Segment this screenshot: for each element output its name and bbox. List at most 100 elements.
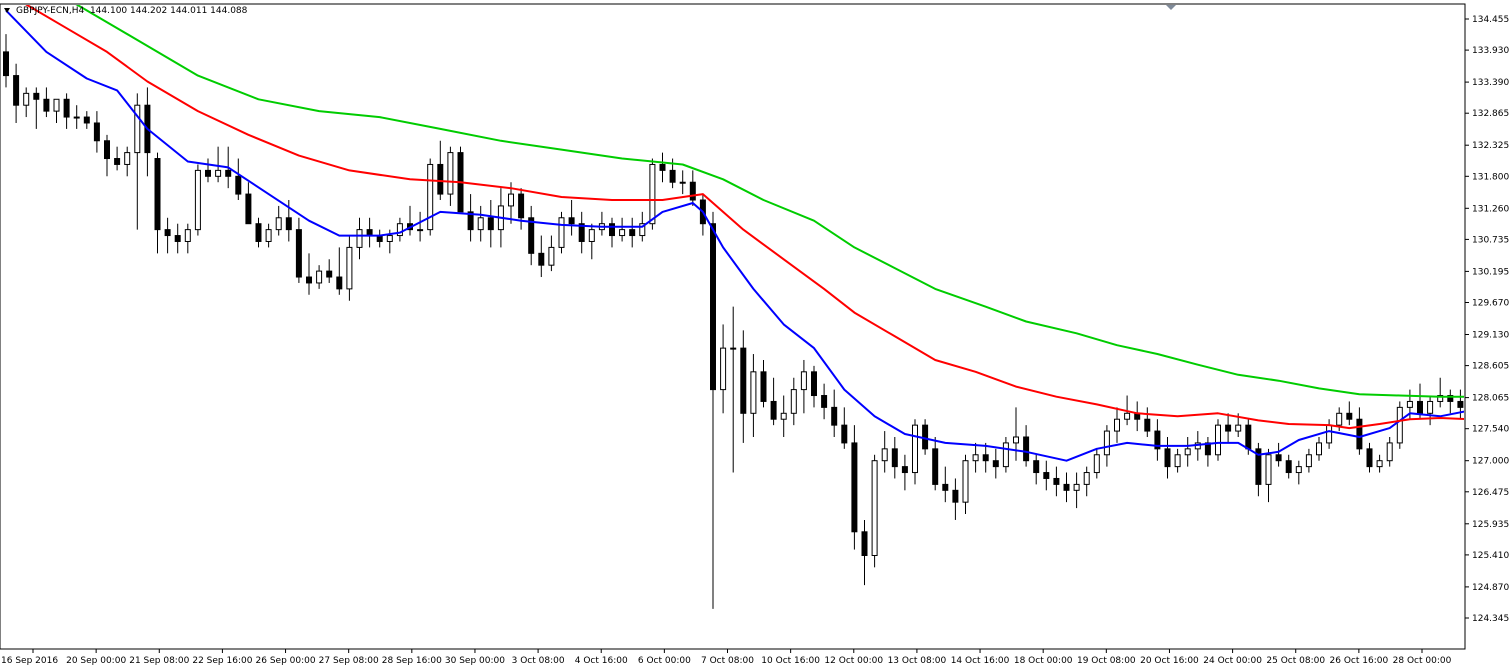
candle-body xyxy=(851,442,858,533)
candle xyxy=(1043,460,1050,491)
candle-body xyxy=(427,163,434,231)
candle xyxy=(356,217,363,260)
candle-body xyxy=(609,223,615,237)
candle xyxy=(881,431,888,473)
candle-body xyxy=(114,158,121,165)
chart-menu-arrow-icon[interactable] xyxy=(4,8,10,13)
candle xyxy=(316,265,323,289)
candle-body xyxy=(922,424,929,450)
candle-body xyxy=(790,389,797,414)
candle-body xyxy=(1184,448,1191,456)
ma-slow-line xyxy=(75,5,1464,398)
candle-body xyxy=(891,448,898,468)
ma-mid-line xyxy=(25,5,1464,430)
candle-body xyxy=(245,193,252,225)
candle xyxy=(104,134,110,177)
candle-body xyxy=(821,395,828,408)
time-tick-label: 20 Sep 00:00 xyxy=(66,656,126,666)
candle-body xyxy=(467,211,474,231)
candle-body xyxy=(800,371,807,391)
candle-body xyxy=(134,104,141,154)
price-tick-label: 129.670 xyxy=(1472,299,1509,309)
candle-body xyxy=(346,246,353,290)
candle xyxy=(1225,413,1232,443)
time-tick-label: 4 Oct 16:00 xyxy=(575,656,628,666)
candle xyxy=(689,170,696,206)
price-tick-label: 125.410 xyxy=(1472,551,1509,561)
candle xyxy=(255,217,262,248)
candle xyxy=(63,93,70,129)
candle-body xyxy=(164,229,171,237)
candle xyxy=(457,146,464,213)
candle xyxy=(1215,419,1221,461)
candle xyxy=(1053,466,1060,497)
candle xyxy=(871,454,878,568)
candle xyxy=(194,164,201,236)
candle-body xyxy=(1114,418,1120,432)
price-tick-label: 132.865 xyxy=(1472,109,1509,119)
candle-body xyxy=(1043,472,1050,479)
candle xyxy=(164,217,171,254)
time-axis[interactable]: 16 Sep 2016 20 Sep 00:00 21 Sep 08:00 22 Se… xyxy=(1,649,1452,666)
plot-area[interactable] xyxy=(0,3,1466,650)
time-tick-label: 27 Sep 08:00 xyxy=(319,656,379,666)
candle-body xyxy=(568,217,575,225)
candle xyxy=(245,182,252,225)
candle xyxy=(1154,419,1161,461)
candle xyxy=(528,205,535,266)
candle-body xyxy=(1275,454,1282,462)
candle-body xyxy=(669,169,676,183)
price-tick-label: 130.735 xyxy=(1472,235,1509,245)
candle-body xyxy=(1235,424,1242,432)
chart-shift-marker[interactable] xyxy=(1166,5,1176,10)
candle-body xyxy=(1174,454,1181,468)
candle-body xyxy=(1124,412,1131,420)
price-tick-label: 134.455 xyxy=(1472,15,1509,25)
candle-body xyxy=(639,223,646,237)
price-axis[interactable]: 134.455 133.930 133.390 132.865 132.325 131.8… xyxy=(1465,15,1509,624)
candle-body xyxy=(780,412,787,420)
candle-body xyxy=(1396,406,1403,444)
price-tick-label: 127.540 xyxy=(1472,425,1509,435)
candle-body xyxy=(336,276,343,290)
price-tick-label: 124.345 xyxy=(1472,614,1509,624)
candle xyxy=(720,324,727,414)
candle-body xyxy=(154,158,161,231)
candle-body xyxy=(962,460,969,503)
candle-body xyxy=(992,460,999,468)
candle xyxy=(942,466,949,503)
candle xyxy=(1346,401,1353,426)
candle xyxy=(1114,407,1120,443)
candle xyxy=(487,200,494,248)
candle-body xyxy=(1215,424,1221,456)
candle xyxy=(780,395,787,437)
ohlc-values: 144.100 144.202 144.011 144.088 xyxy=(89,6,248,16)
candle xyxy=(114,146,121,171)
time-tick-label: 22 Sep 16:00 xyxy=(192,656,252,666)
candle-body xyxy=(730,347,737,350)
candle-body xyxy=(124,152,131,165)
candle xyxy=(174,223,181,254)
candle-body xyxy=(63,98,70,118)
price-tick-label: 133.930 xyxy=(1472,46,1509,56)
candle xyxy=(1386,436,1393,467)
candle xyxy=(295,217,302,283)
candle xyxy=(730,306,737,473)
candle xyxy=(275,205,282,236)
candle-body xyxy=(770,400,777,420)
candle xyxy=(437,140,444,201)
candles-layer xyxy=(3,34,1464,609)
candle xyxy=(73,105,80,129)
time-tick-label: 18 Oct 00:00 xyxy=(1014,656,1073,666)
candle-body xyxy=(740,347,747,414)
candle xyxy=(619,217,626,242)
candle xyxy=(124,146,131,177)
candle xyxy=(154,152,161,254)
time-tick-label: 28 Oct 00:00 xyxy=(1393,656,1452,666)
candle-body xyxy=(578,223,585,242)
time-tick-label: 26 Sep 00:00 xyxy=(256,656,316,666)
candle xyxy=(43,87,50,118)
candle xyxy=(1013,407,1019,461)
